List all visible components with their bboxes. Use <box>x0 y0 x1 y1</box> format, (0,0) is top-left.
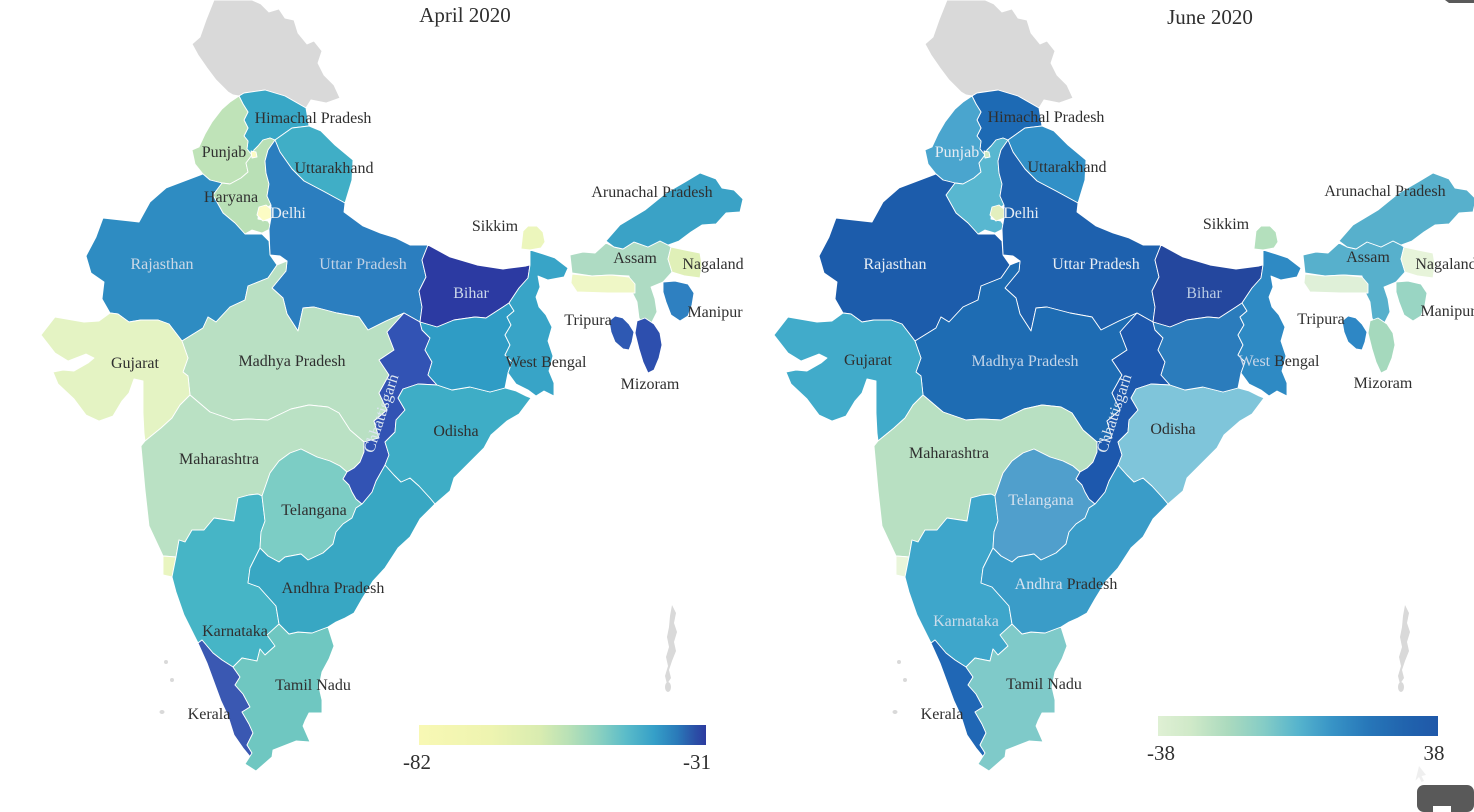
svg-text:Mizoram: Mizoram <box>1354 375 1413 392</box>
svg-text:Nagaland: Nagaland <box>682 256 743 273</box>
svg-text:Odisha: Odisha <box>1150 421 1195 438</box>
svg-text:Punjab: Punjab <box>202 144 246 161</box>
svg-text:Haryana: Haryana <box>204 189 258 206</box>
svg-text:Bihar: Bihar <box>1186 285 1222 302</box>
svg-text:-31: -31 <box>683 750 711 774</box>
svg-text:Tamil Nadu: Tamil Nadu <box>1006 676 1082 693</box>
svg-text:Arunachal Pradesh: Arunachal Pradesh <box>591 184 712 201</box>
svg-text:Arunachal Pradesh: Arunachal Pradesh <box>1324 183 1445 200</box>
svg-text:Gujarat: Gujarat <box>111 355 160 372</box>
svg-text:Uttarakhand: Uttarakhand <box>294 160 373 177</box>
svg-text:Himachal Pradesh: Himachal Pradesh <box>255 110 372 127</box>
svg-text:Madhya Pradesh: Madhya Pradesh <box>238 353 345 370</box>
svg-text:Uttar Pradesh: Uttar Pradesh <box>1052 256 1140 273</box>
svg-text:Sikkim: Sikkim <box>472 218 519 235</box>
svg-text:Assam: Assam <box>613 250 657 267</box>
svg-text:-82: -82 <box>403 750 431 774</box>
svg-text:Odisha: Odisha <box>433 423 478 440</box>
svg-text:Maharashtra: Maharashtra <box>179 451 259 468</box>
svg-text:West Bengal: West Bengal <box>1239 353 1320 370</box>
svg-text:Tripura: Tripura <box>564 312 611 329</box>
svg-text:-38: -38 <box>1147 741 1175 765</box>
svg-text:Gujarat: Gujarat <box>844 352 893 369</box>
svg-text:Andhra Pradesh: Andhra Pradesh <box>1015 576 1118 593</box>
svg-text:Punjab: Punjab <box>935 144 979 161</box>
svg-text:Karnataka: Karnataka <box>202 623 268 640</box>
svg-text:Sikkim: Sikkim <box>1203 216 1250 233</box>
svg-text:Karnataka: Karnataka <box>933 613 999 630</box>
svg-text:Rajasthan: Rajasthan <box>130 256 193 273</box>
svg-text:Maharashtra: Maharashtra <box>909 445 989 462</box>
svg-text:Uttar Pradesh: Uttar Pradesh <box>319 256 407 273</box>
svg-text:Tripura: Tripura <box>1297 311 1344 328</box>
svg-text:Tamil Nadu: Tamil Nadu <box>275 677 351 694</box>
svg-text:Rajasthan: Rajasthan <box>863 256 926 273</box>
svg-text:Himachal Pradesh: Himachal Pradesh <box>988 109 1105 126</box>
svg-text:Kerala: Kerala <box>921 706 964 723</box>
svg-text:Delhi: Delhi <box>1003 205 1039 222</box>
svg-text:Telangana: Telangana <box>281 502 347 519</box>
svg-text:June 2020: June 2020 <box>1167 5 1253 29</box>
svg-text:Kerala: Kerala <box>188 706 231 723</box>
svg-text:Madhya Pradesh: Madhya Pradesh <box>971 353 1078 370</box>
svg-text:Andhra Pradesh: Andhra Pradesh <box>282 580 385 597</box>
svg-text:Uttarakhand: Uttarakhand <box>1027 159 1106 176</box>
svg-text:Nagaland: Nagaland <box>1415 256 1474 273</box>
svg-text:Mizoram: Mizoram <box>621 376 680 393</box>
svg-text:Assam: Assam <box>1346 249 1390 266</box>
svg-text:Manipur: Manipur <box>687 304 743 321</box>
svg-text:West Bengal: West Bengal <box>506 354 587 371</box>
svg-text:38: 38 <box>1424 741 1445 765</box>
svg-text:Delhi: Delhi <box>270 205 306 222</box>
svg-text:Telangana: Telangana <box>1008 492 1074 509</box>
svg-text:Bihar: Bihar <box>453 285 489 302</box>
svg-text:April 2020: April 2020 <box>419 3 511 27</box>
svg-text:Manipur: Manipur <box>1420 303 1474 320</box>
